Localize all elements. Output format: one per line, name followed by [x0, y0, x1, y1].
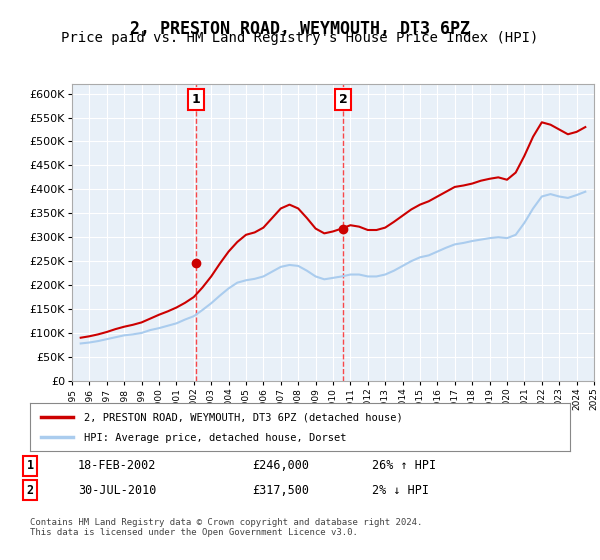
Text: 1: 1 [191, 93, 200, 106]
Text: 2: 2 [339, 93, 347, 106]
Text: 18-FEB-2002: 18-FEB-2002 [78, 459, 157, 473]
Text: 26% ↑ HPI: 26% ↑ HPI [372, 459, 436, 473]
Text: HPI: Average price, detached house, Dorset: HPI: Average price, detached house, Dors… [84, 433, 347, 444]
Text: 2: 2 [26, 483, 34, 497]
Text: 30-JUL-2010: 30-JUL-2010 [78, 483, 157, 497]
Text: 2% ↓ HPI: 2% ↓ HPI [372, 483, 429, 497]
Text: £246,000: £246,000 [252, 459, 309, 473]
Text: 1: 1 [26, 459, 34, 473]
Text: Price paid vs. HM Land Registry's House Price Index (HPI): Price paid vs. HM Land Registry's House … [61, 31, 539, 45]
Text: Contains HM Land Registry data © Crown copyright and database right 2024.
This d: Contains HM Land Registry data © Crown c… [30, 518, 422, 538]
Text: 2, PRESTON ROAD, WEYMOUTH, DT3 6PZ (detached house): 2, PRESTON ROAD, WEYMOUTH, DT3 6PZ (deta… [84, 413, 403, 422]
Text: £317,500: £317,500 [252, 483, 309, 497]
Text: 2, PRESTON ROAD, WEYMOUTH, DT3 6PZ: 2, PRESTON ROAD, WEYMOUTH, DT3 6PZ [130, 20, 470, 38]
